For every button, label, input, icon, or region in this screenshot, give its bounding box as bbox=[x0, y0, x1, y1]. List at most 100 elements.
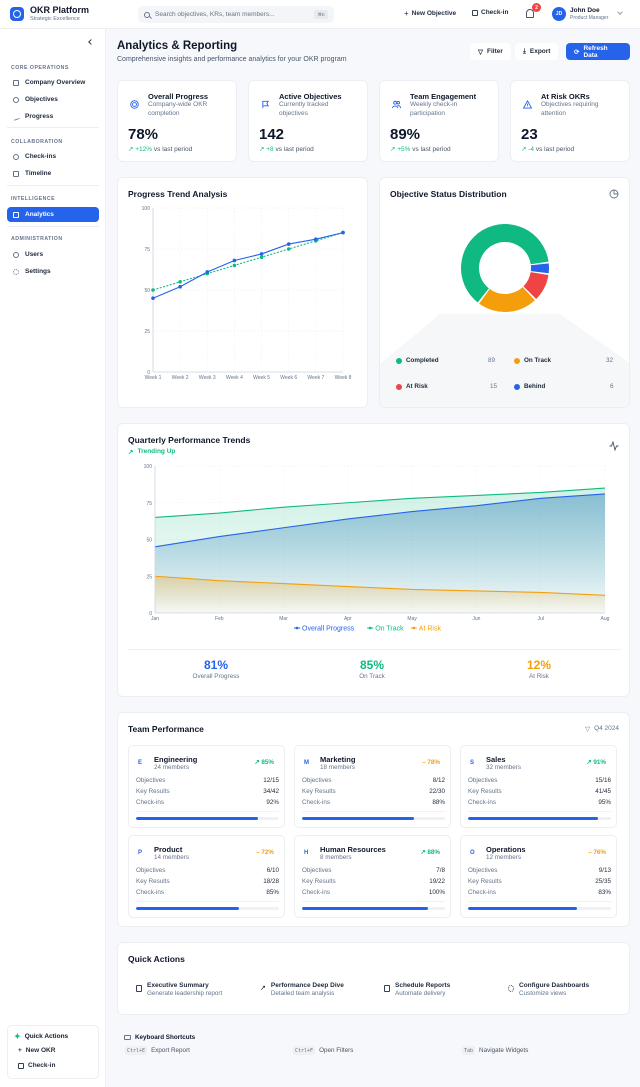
filter-label: Filter bbox=[487, 48, 503, 55]
executive-summary-action[interactable]: Executive Summary Generate leadership rep… bbox=[136, 982, 222, 997]
x-tick-label: Week 7 bbox=[307, 375, 324, 381]
new-okr-label: New OKR bbox=[25, 1047, 56, 1054]
data-point bbox=[341, 230, 345, 235]
performance-deep-dive-action[interactable]: ↗ Performance Deep Dive Detailed team anal… bbox=[260, 982, 344, 997]
kpi-description: Company-wide OKR completion bbox=[148, 101, 208, 117]
sidebar-item-settings[interactable]: Settings bbox=[7, 264, 99, 279]
user-role: Product Manager bbox=[570, 15, 609, 21]
team-members: 14 members bbox=[154, 854, 189, 861]
new-okr-button[interactable]: + New OKR bbox=[18, 1047, 55, 1054]
team-key-results-row: Key Results 41/45 bbox=[468, 788, 611, 795]
kpi-change: ↗ +8 vs last period bbox=[259, 145, 314, 153]
trend-icon: ↗ bbox=[420, 849, 426, 856]
legend-label: At Risk bbox=[406, 383, 428, 390]
refresh-data-button[interactable]: ⟳ Refresh Data bbox=[566, 43, 630, 60]
sidebar-item-label: Check-ins bbox=[25, 153, 57, 160]
kpi-title: At Risk OKRs bbox=[541, 92, 590, 101]
team-card[interactable]: P Product 14 members – 72% Objectives 6/10 Key… bbox=[128, 835, 285, 918]
sidebar-item-label: Progress bbox=[25, 113, 54, 120]
team-key-results-row: Key Results 22/30 bbox=[302, 788, 445, 795]
sidebar-item-label: Analytics bbox=[25, 211, 54, 218]
legend-label: On Track bbox=[524, 357, 551, 364]
chevron-down-icon[interactable] bbox=[617, 9, 623, 15]
sidebar-item-analytics[interactable]: Analytics bbox=[7, 207, 99, 222]
filter-icon: ▽ bbox=[478, 48, 483, 56]
kpi-change-value: +5% bbox=[397, 146, 411, 153]
team-card[interactable]: M Marketing 18 members – 78% Objectives 8/12 K… bbox=[294, 745, 451, 828]
kpi-title: Active Objectives bbox=[279, 92, 342, 101]
section-collaboration: COLLABORATION bbox=[11, 139, 63, 145]
new-objective-button[interactable]: + New Objective bbox=[404, 9, 456, 18]
team-members: 32 members bbox=[486, 764, 521, 771]
shortcut-key: Ctrl+E bbox=[125, 1046, 148, 1055]
kpi-title: Team Engagement bbox=[410, 92, 477, 101]
search-input[interactable]: Search objectives, KRs, team members... … bbox=[138, 6, 334, 23]
collapse-sidebar-icon[interactable] bbox=[88, 39, 94, 45]
row-value: 92% bbox=[266, 799, 279, 806]
team-members: 8 members bbox=[320, 854, 352, 861]
schedule-reports-action[interactable]: Schedule Reports Automate delivery bbox=[384, 982, 450, 997]
row-label: Check-ins bbox=[468, 889, 496, 896]
team-card[interactable]: S Sales 32 members ↗ 91% Objectives 15/16 Key … bbox=[460, 745, 617, 828]
export-label: Export bbox=[529, 48, 551, 55]
shortcut-filters: Ctrl+F Open Filters bbox=[293, 1046, 353, 1055]
avatar[interactable]: JD bbox=[552, 7, 566, 21]
sidebar-check-in-button[interactable]: Check-in bbox=[18, 1062, 55, 1069]
app-title: OKR Platform bbox=[30, 5, 90, 15]
progress-fill bbox=[468, 907, 577, 910]
y-tick-label: 100 bbox=[142, 206, 151, 212]
sidebar-item-company-overview[interactable]: Company Overview bbox=[7, 75, 99, 90]
sidebar-item-check-ins[interactable]: Check-ins bbox=[7, 149, 99, 164]
sidebar-item-users[interactable]: Users bbox=[7, 247, 99, 262]
sidebar-item-objectives[interactable]: Objectives bbox=[7, 92, 99, 107]
user-menu[interactable]: John Doe Product Manager bbox=[570, 7, 608, 21]
legend-label: Overall Progress bbox=[302, 626, 355, 633]
configure-dashboards-action[interactable]: Configure Dashboards Customize views bbox=[508, 982, 589, 997]
x-tick-label: Week 3 bbox=[199, 375, 216, 381]
trend-icon: ↗ bbox=[586, 759, 592, 766]
trend-icon: – bbox=[588, 849, 592, 856]
keyboard-shortcuts-title: Keyboard Shortcuts bbox=[124, 1034, 195, 1041]
row-label: Key Results bbox=[136, 788, 170, 795]
sidebar-item-timeline[interactable]: Timeline bbox=[7, 166, 99, 181]
bell-icon[interactable] bbox=[526, 9, 534, 18]
divider bbox=[302, 901, 445, 902]
action-subtitle: Automate delivery bbox=[395, 990, 446, 997]
sidebar-item-progress[interactable]: Progress bbox=[7, 109, 99, 124]
keyboard-icon bbox=[124, 1035, 131, 1040]
check-in-label: Check-in bbox=[481, 9, 509, 16]
target-icon bbox=[130, 100, 139, 109]
x-tick-label: Week 5 bbox=[253, 375, 270, 381]
x-tick-label: Feb bbox=[215, 616, 224, 622]
team-key-results-row: Key Results 34/42 bbox=[136, 788, 279, 795]
team-card[interactable]: H Human Resources 8 members ↗ 88% Objectives… bbox=[294, 835, 451, 918]
team-objectives-row: Objectives 12/15 bbox=[136, 777, 279, 784]
y-tick-label: 75 bbox=[146, 501, 152, 507]
legend-dot bbox=[514, 383, 520, 390]
filter-button[interactable]: ▽ Filter bbox=[470, 43, 511, 60]
export-button[interactable]: ⤓ Export bbox=[515, 43, 559, 60]
divider bbox=[136, 901, 279, 902]
activity-icon[interactable] bbox=[609, 441, 619, 451]
team-score: ↗ 85% bbox=[254, 759, 274, 766]
data-point bbox=[232, 258, 237, 263]
check-in-button[interactable]: Check-in bbox=[472, 9, 508, 16]
filter-icon: ▽ bbox=[585, 726, 591, 733]
period-filter[interactable]: ▽ Q4 2024 bbox=[585, 725, 619, 733]
y-tick-label: 50 bbox=[146, 538, 152, 544]
row-label: Objectives bbox=[302, 777, 332, 784]
series-line-at-risk bbox=[154, 575, 606, 596]
period-label: Q4 2024 bbox=[594, 725, 619, 732]
y-tick-label: 50 bbox=[144, 288, 150, 294]
divider bbox=[302, 811, 445, 812]
trending-up-icon: ↗ bbox=[260, 985, 266, 992]
row-label: Check-ins bbox=[468, 799, 496, 806]
pie-chart-icon[interactable] bbox=[609, 189, 619, 199]
team-check-ins-row: Check-ins 100% bbox=[302, 889, 445, 896]
quarterly-performance-card: Quarterly Performance Trends ↗ Trending U… bbox=[117, 423, 630, 697]
team-card[interactable]: E Engineering 24 members ↗ 85% Objectives 12/… bbox=[128, 745, 285, 828]
row-value: 34/42 bbox=[263, 788, 279, 795]
team-card[interactable]: O Operations 12 members – 76% Objectives 9/13… bbox=[460, 835, 617, 918]
divider bbox=[468, 901, 611, 902]
section-core-operations: CORE OPERATIONS bbox=[11, 65, 69, 71]
